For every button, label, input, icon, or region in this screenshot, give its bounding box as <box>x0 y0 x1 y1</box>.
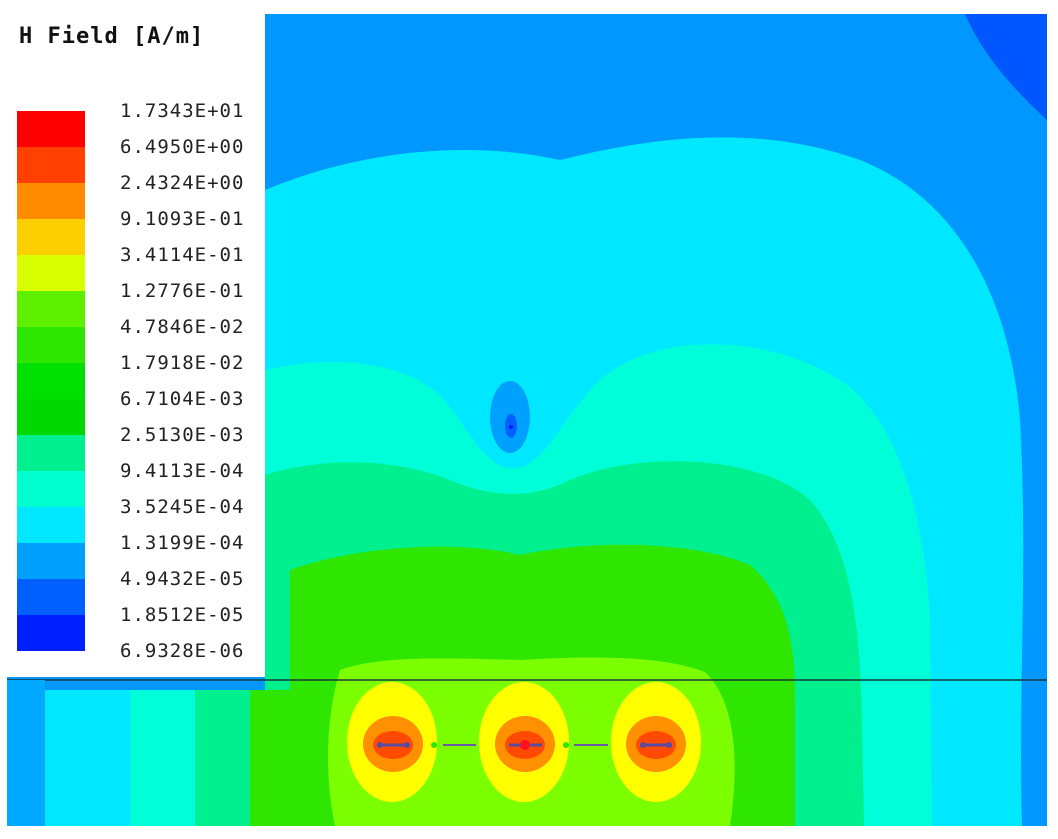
legend-swatch <box>17 255 85 291</box>
color-legend: H Field [A/m] 1.7343E+01 6.4950E+00 2.4324… <box>7 14 265 677</box>
field-region-corner <box>965 14 1047 120</box>
legend-swatch <box>17 291 85 327</box>
legend-swatch <box>17 147 85 183</box>
conductor-mid-feed <box>520 740 530 750</box>
legend-tick-label: 1.2776E-01 <box>120 280 245 302</box>
legend-tick-label: 4.9432E-05 <box>120 568 245 590</box>
legend-tick-label: 9.1093E-01 <box>120 208 245 230</box>
legend-title: H Field [A/m] <box>19 24 205 49</box>
left-edge-strip <box>7 680 45 826</box>
legend-tick-label: 6.4950E+00 <box>120 136 245 158</box>
legend-swatch <box>17 471 85 507</box>
conductor-left-end <box>404 742 410 748</box>
legend-tick-label: 3.5245E-04 <box>120 496 245 518</box>
legend-swatch <box>17 615 85 651</box>
legend-tick-label: 3.4114E-01 <box>120 244 245 266</box>
legend-swatch <box>17 363 85 399</box>
gap-spot <box>563 742 569 748</box>
conductor-right-end <box>666 742 672 748</box>
legend-swatch <box>17 219 85 255</box>
legend-tick-label: 2.5130E-03 <box>120 424 245 446</box>
legend-swatch <box>17 435 85 471</box>
conductor-left-end <box>377 742 383 748</box>
legend-tick-label: 1.7343E+01 <box>120 100 245 122</box>
legend-swatch <box>17 327 85 363</box>
legend-swatch <box>17 399 85 435</box>
gap-spot <box>431 742 437 748</box>
conductor-right-end <box>640 742 646 748</box>
legend-swatch <box>17 507 85 543</box>
legend-tick-label: 6.9328E-06 <box>120 640 245 662</box>
legend-tick-label: 6.7104E-03 <box>120 388 245 410</box>
legend-swatch <box>17 543 85 579</box>
legend-swatch <box>17 183 85 219</box>
legend-tick-label: 1.8512E-05 <box>120 604 245 626</box>
legend-tick-label: 2.4324E+00 <box>120 172 245 194</box>
legend-tick-label: 9.4113E-04 <box>120 460 245 482</box>
legend-swatch <box>17 111 85 147</box>
legend-tick-label: 1.3199E-04 <box>120 532 245 554</box>
field-null-core <box>509 425 513 429</box>
legend-swatch <box>17 579 85 615</box>
legend-tick-label: 4.7846E-02 <box>120 316 245 338</box>
legend-tick-label: 1.7918E-02 <box>120 352 245 374</box>
